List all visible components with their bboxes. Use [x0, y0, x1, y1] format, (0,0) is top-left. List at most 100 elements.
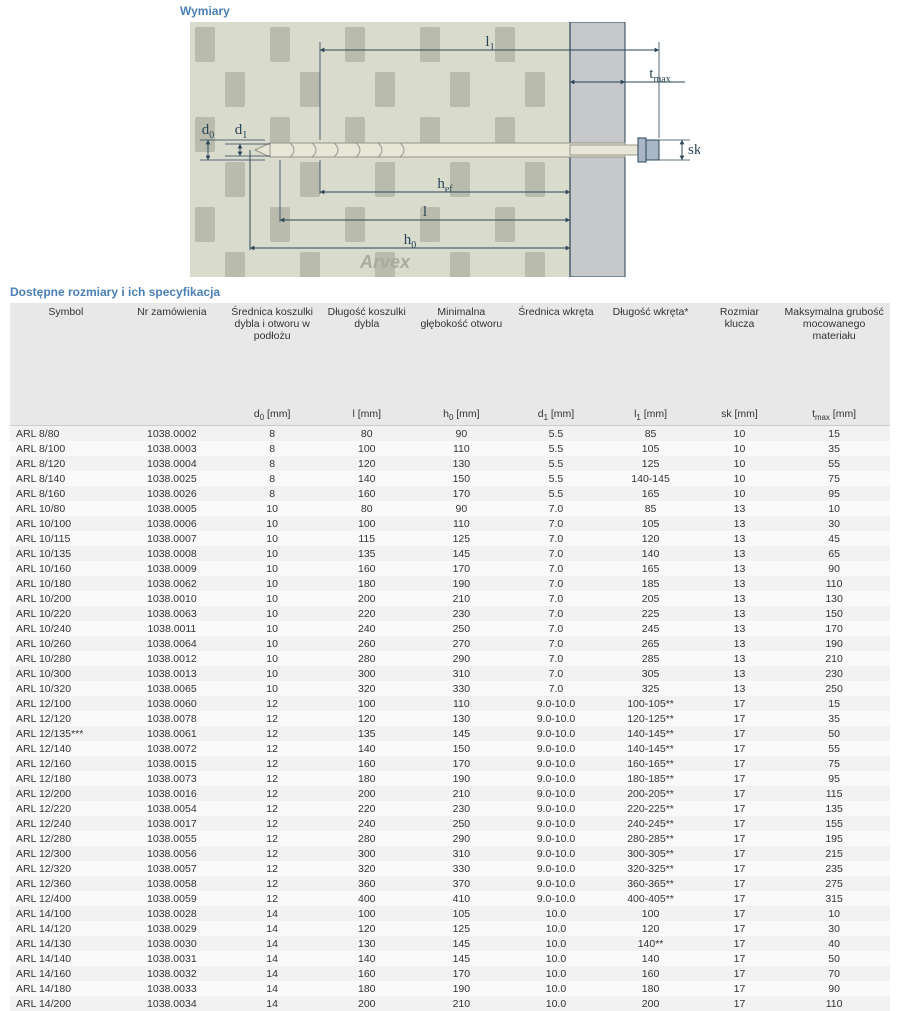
cell: 1038.0009 — [122, 561, 222, 576]
cell: ARL 8/120 — [10, 456, 122, 471]
cell: 270 — [411, 636, 511, 651]
cell: 13 — [701, 501, 779, 516]
cell: 5.5 — [512, 426, 601, 442]
cell: 180 — [600, 981, 700, 996]
cell: 17 — [701, 756, 779, 771]
cell: 9.0-10.0 — [512, 696, 601, 711]
cell: 320-325** — [600, 861, 700, 876]
cell: 280-285** — [600, 831, 700, 846]
cell: 17 — [701, 951, 779, 966]
cell: ARL 12/320 — [10, 861, 122, 876]
cell: 10.0 — [512, 936, 601, 951]
cell: 10 — [222, 681, 322, 696]
col-header: Rozmiar kluczask [mm] — [701, 303, 779, 426]
cell: ARL 14/160 — [10, 966, 122, 981]
cell: 14 — [222, 906, 322, 921]
cell: 80 — [322, 426, 411, 442]
cell: 9.0-10.0 — [512, 756, 601, 771]
cell: 180 — [322, 771, 411, 786]
cell: 200 — [322, 591, 411, 606]
cell: 200 — [600, 996, 700, 1011]
cell: 12 — [222, 891, 322, 906]
cell: 1038.0059 — [122, 891, 222, 906]
table-row: ARL 10/2001038.0010102002107.020513130 — [10, 591, 890, 606]
cell: ARL 10/180 — [10, 576, 122, 591]
table-row: ARL 10/2801038.0012102802907.028513210 — [10, 651, 890, 666]
cell: 210 — [411, 591, 511, 606]
table-row: ARL 12/135***1038.0061121351459.0-10.014… — [10, 726, 890, 741]
cell: ARL 14/120 — [10, 921, 122, 936]
cell: 10 — [222, 531, 322, 546]
cell: 17 — [701, 861, 779, 876]
cell: 100 — [322, 516, 411, 531]
cell: 55 — [778, 456, 890, 471]
cell: 1038.0031 — [122, 951, 222, 966]
cell: 40 — [778, 936, 890, 951]
cell: ARL 14/140 — [10, 951, 122, 966]
cell: 250 — [411, 621, 511, 636]
cell: 13 — [701, 636, 779, 651]
cell: 140 — [322, 741, 411, 756]
svg-text:Arvex: Arvex — [359, 252, 411, 272]
cell: ARL 8/80 — [10, 426, 122, 442]
cell: 1038.0011 — [122, 621, 222, 636]
cell: 90 — [778, 981, 890, 996]
cell: 320 — [322, 681, 411, 696]
cell: 305 — [600, 666, 700, 681]
cell: 10.0 — [512, 906, 601, 921]
cell: 140 — [322, 951, 411, 966]
table-row: ARL 12/2801038.0055122802909.0-10.0280-2… — [10, 831, 890, 846]
cell: 75 — [778, 756, 890, 771]
cell: 170 — [411, 486, 511, 501]
cell: 30 — [778, 921, 890, 936]
cell: 12 — [222, 816, 322, 831]
cell: 185 — [600, 576, 700, 591]
cell: 1038.0017 — [122, 816, 222, 831]
cell: 235 — [778, 861, 890, 876]
cell: 165 — [600, 486, 700, 501]
cell: 80 — [322, 501, 411, 516]
table-row: ARL 12/3201038.0057123203309.0-10.0320-3… — [10, 861, 890, 876]
cell: 110 — [411, 516, 511, 531]
cell: 1038.0063 — [122, 606, 222, 621]
cell: 165 — [600, 561, 700, 576]
cell: 13 — [701, 681, 779, 696]
table-row: ARL 10/801038.00051080907.0851310 — [10, 501, 890, 516]
cell: 325 — [600, 681, 700, 696]
cell: ARL 12/240 — [10, 816, 122, 831]
cell: 14 — [222, 921, 322, 936]
cell: 12 — [222, 711, 322, 726]
cell: 12 — [222, 726, 322, 741]
section-title-dimensions: Wymiary — [180, 4, 890, 18]
cell: 1038.0025 — [122, 471, 222, 486]
cell: 1038.0057 — [122, 861, 222, 876]
cell: 17 — [701, 786, 779, 801]
cell: 15 — [778, 696, 890, 711]
cell: 220 — [322, 606, 411, 621]
cell: 265 — [600, 636, 700, 651]
cell: 130 — [778, 591, 890, 606]
col-header: Długość koszulki dyblal [mm] — [322, 303, 411, 426]
cell: ARL 10/80 — [10, 501, 122, 516]
cell: 50 — [778, 951, 890, 966]
cell: 160 — [600, 966, 700, 981]
cell: 1038.0055 — [122, 831, 222, 846]
cell: 13 — [701, 666, 779, 681]
cell: ARL 10/220 — [10, 606, 122, 621]
cell: 150 — [411, 471, 511, 486]
table-row: ARL 10/1351038.0008101351457.01401365 — [10, 546, 890, 561]
cell: 17 — [701, 996, 779, 1011]
table-row: ARL 10/2401038.0011102402507.024513170 — [10, 621, 890, 636]
cell: 10 — [222, 501, 322, 516]
cell: 7.0 — [512, 621, 601, 636]
cell: 1038.0034 — [122, 996, 222, 1011]
table-row: ARL 14/2001038.00341420021010.020017110 — [10, 996, 890, 1011]
cell: 10.0 — [512, 996, 601, 1011]
cell: 13 — [701, 621, 779, 636]
table-row: ARL 14/1601038.00321416017010.01601770 — [10, 966, 890, 981]
cell: 7.0 — [512, 516, 601, 531]
cell: ARL 12/160 — [10, 756, 122, 771]
cell: 10 — [222, 636, 322, 651]
cell: 7.0 — [512, 561, 601, 576]
cell: 180 — [322, 981, 411, 996]
